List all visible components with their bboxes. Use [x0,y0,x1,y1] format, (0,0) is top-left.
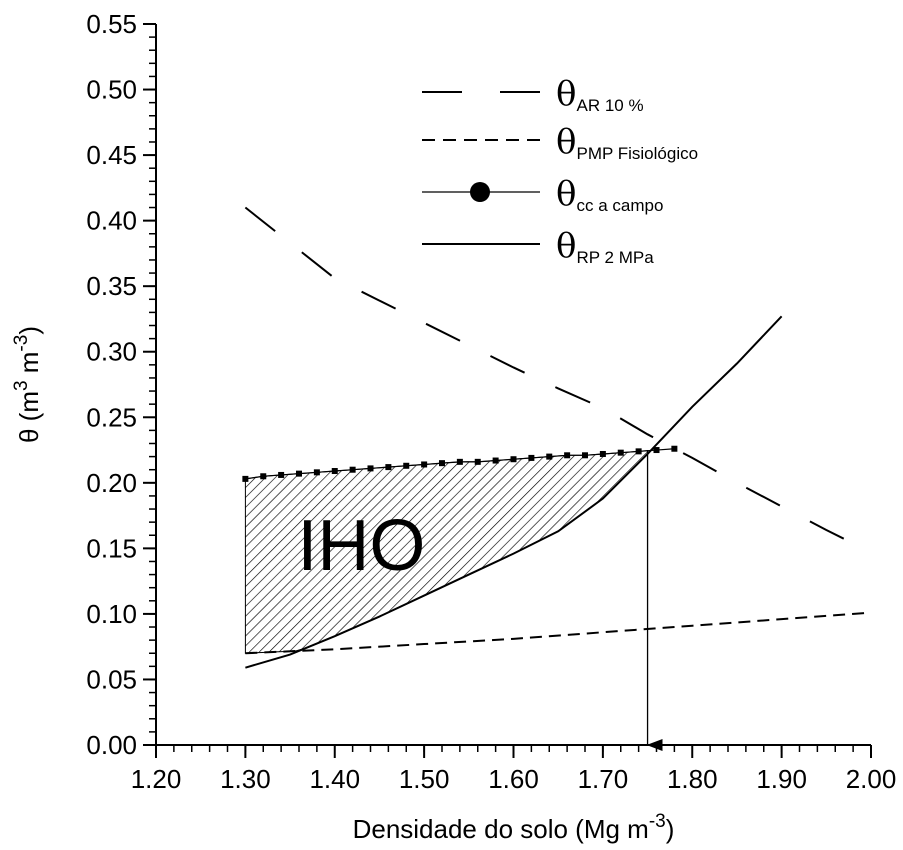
cc-marker [653,447,660,454]
cc-marker [510,456,517,463]
cc-marker [492,457,499,464]
x-tick-label: 1.40 [309,764,360,794]
cc-marker [296,470,302,477]
legend-label-ar: θAR 10 % [556,74,644,115]
legend-item-cc: θcc a campo [422,174,663,215]
y-tick-label: 0.35 [86,271,137,301]
cc-marker [635,448,642,455]
x-tick-label: 1.50 [399,764,450,794]
plot-area: IHO [242,206,872,751]
cc-marker [564,452,571,459]
x-tick-label: 1.60 [488,764,539,794]
y-tick-label: 0.50 [86,75,137,105]
y-tick-label: 0.40 [86,206,137,236]
legend-item-rp: θRP 2 MPa [422,226,654,267]
cc-marker [403,462,410,469]
legend-item-ar: θAR 10 % [422,74,644,115]
legend-item-pmp: θPMP Fisiológico [422,122,698,163]
legend-marker-cc [470,182,490,202]
legend-label-pmp: θPMP Fisiológico [556,122,698,163]
cc-marker [617,449,624,456]
cc-marker [260,473,267,480]
x-tick-label: 1.90 [756,764,807,794]
x-axis-title: Densidade do solo (Mg m-3) [353,811,675,844]
y-tick-label: 0.55 [86,9,137,39]
series-layer [242,206,872,669]
cc-marker [349,466,356,473]
legend-label-rp: θRP 2 MPa [556,226,654,267]
cc-marker [582,452,588,459]
y-tick-label: 0.10 [86,599,137,629]
y-tick-label: 0.25 [86,402,137,432]
y-tick-label: 0.15 [86,533,137,563]
cc-marker [599,450,606,457]
cc-marker [367,465,374,472]
y-axis-title: θ (m3 m-3) [11,326,44,443]
x-tick-label: 1.80 [667,764,718,794]
rp-curve [245,315,783,669]
ar-curve [244,206,872,554]
axes: 1.20 1.30 1.40 1.50 1.60 1.70 1.80 1.90 2.00 0.00… [86,9,896,794]
cc-marker [456,458,463,465]
cc-marker [278,471,285,478]
cc-marker [528,454,535,461]
y-tick-label: 0.45 [86,140,137,170]
x-tick-label: 1.20 [131,764,182,794]
cc-marker [439,460,445,467]
x-tick-label: 1.70 [578,764,629,794]
cc-marker [474,458,481,465]
cc-marker [385,464,392,471]
y-tick-label: 0.00 [86,730,137,760]
cc-marker [546,453,553,460]
legend: θAR 10 % θPMP Fisiológico θcc a campo θR… [422,74,698,267]
y-tick-label: 0.20 [86,468,137,498]
pmp-curve [245,611,872,655]
iho-label: IHO [297,506,425,586]
y-tick-label: 0.30 [86,337,137,367]
cc-marker [242,475,249,482]
cc-marker [331,468,338,475]
y-tick-label: 0.05 [86,664,137,694]
x-tick-label: 2.00 [846,764,897,794]
cc-marker [421,461,428,468]
ticks-layer: 1.20 1.30 1.40 1.50 1.60 1.70 1.80 1.90 2.00 0.00… [86,9,896,794]
cc-marker [671,445,678,452]
cc-marker [313,469,320,476]
legend-label-cc: θcc a campo [556,174,663,215]
x-tick-label: 1.30 [220,764,271,794]
